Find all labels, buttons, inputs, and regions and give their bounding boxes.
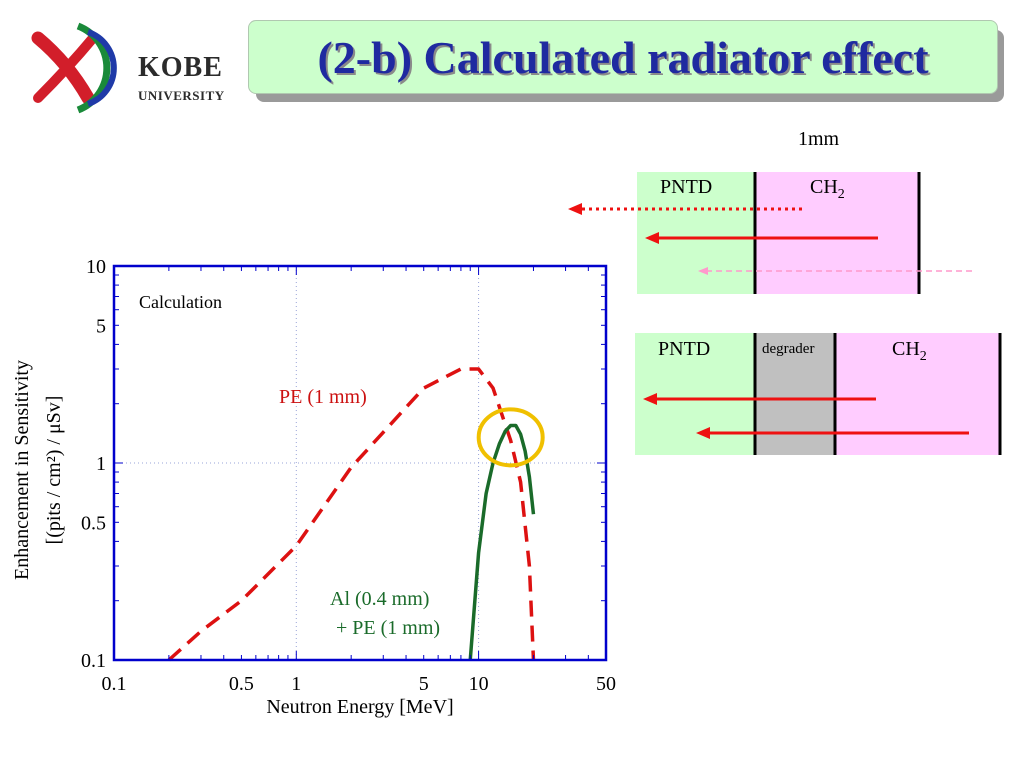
kobe-logo-icon xyxy=(31,22,117,114)
kobe-university-logo: KOBE UNIVERSITY xyxy=(18,18,233,118)
bottom-pntd-label: PNTD xyxy=(658,338,711,360)
logo-subtitle: UNIVERSITY xyxy=(138,88,225,103)
title-box: (2-b) Calculated radiator effect xyxy=(248,20,998,94)
sensitivity-chart: 0.1 0.5 1 5 10 50 10 5 1 0.5 0.1 Neutron Energy [… xyxy=(11,256,617,718)
x-tick-label: 0.1 xyxy=(102,673,127,695)
slide-title: (2-b) Calculated radiator effect xyxy=(317,31,929,83)
top-ch2-label: CH2 xyxy=(810,176,845,202)
top-arrow-pale-head xyxy=(698,267,708,275)
series-al-pe-line xyxy=(468,423,536,661)
legend-pe: PE (1 mm) xyxy=(279,386,367,408)
logo-wordmark: KOBE xyxy=(138,52,223,83)
degrader-label: degrader xyxy=(762,341,815,357)
bottom-ch2-label: CH2 xyxy=(892,338,927,364)
x-axis-label: Neutron Energy [MeV] xyxy=(266,696,453,718)
bottom-arrow-1-head xyxy=(643,393,657,405)
x-tick-labels: 0.1 0.5 1 5 10 50 xyxy=(102,673,617,695)
y-tick-label: 5 xyxy=(96,315,106,337)
bottom-arrow-2-head xyxy=(696,427,710,439)
thickness-label: 1mm xyxy=(798,128,840,150)
y-tick-label: 0.5 xyxy=(81,512,106,534)
top-arrow-solid-head xyxy=(645,232,659,244)
calculation-annotation: Calculation xyxy=(139,292,222,312)
y-tick-label: 1 xyxy=(96,453,106,475)
x-tick-label: 0.5 xyxy=(229,673,254,695)
chart-grid xyxy=(114,266,606,660)
x-tick-label: 1 xyxy=(291,673,301,695)
x-tick-label: 10 xyxy=(469,673,489,695)
highlight-circle xyxy=(476,407,545,468)
series-pe-line xyxy=(167,367,536,662)
legend-al-line1: Al (0.4 mm) xyxy=(330,588,429,610)
y-axis-label-line1: Enhancement in Sensitivity xyxy=(11,360,33,580)
y-tick-label: 0.1 xyxy=(81,650,106,672)
legend-al-line2: + PE (1 mm) xyxy=(336,617,440,639)
chart-ticks xyxy=(114,266,607,660)
x-tick-label: 5 xyxy=(419,673,429,695)
y-axis-label-line2: [(pits / cm²) / μSv] xyxy=(43,396,65,545)
y-tick-labels: 10 5 1 0.5 0.1 xyxy=(81,256,106,672)
x-tick-label: 50 xyxy=(596,673,616,695)
chart-series xyxy=(167,367,545,662)
top-pntd-label: PNTD xyxy=(660,176,713,198)
y-tick-label: 10 xyxy=(86,256,106,278)
